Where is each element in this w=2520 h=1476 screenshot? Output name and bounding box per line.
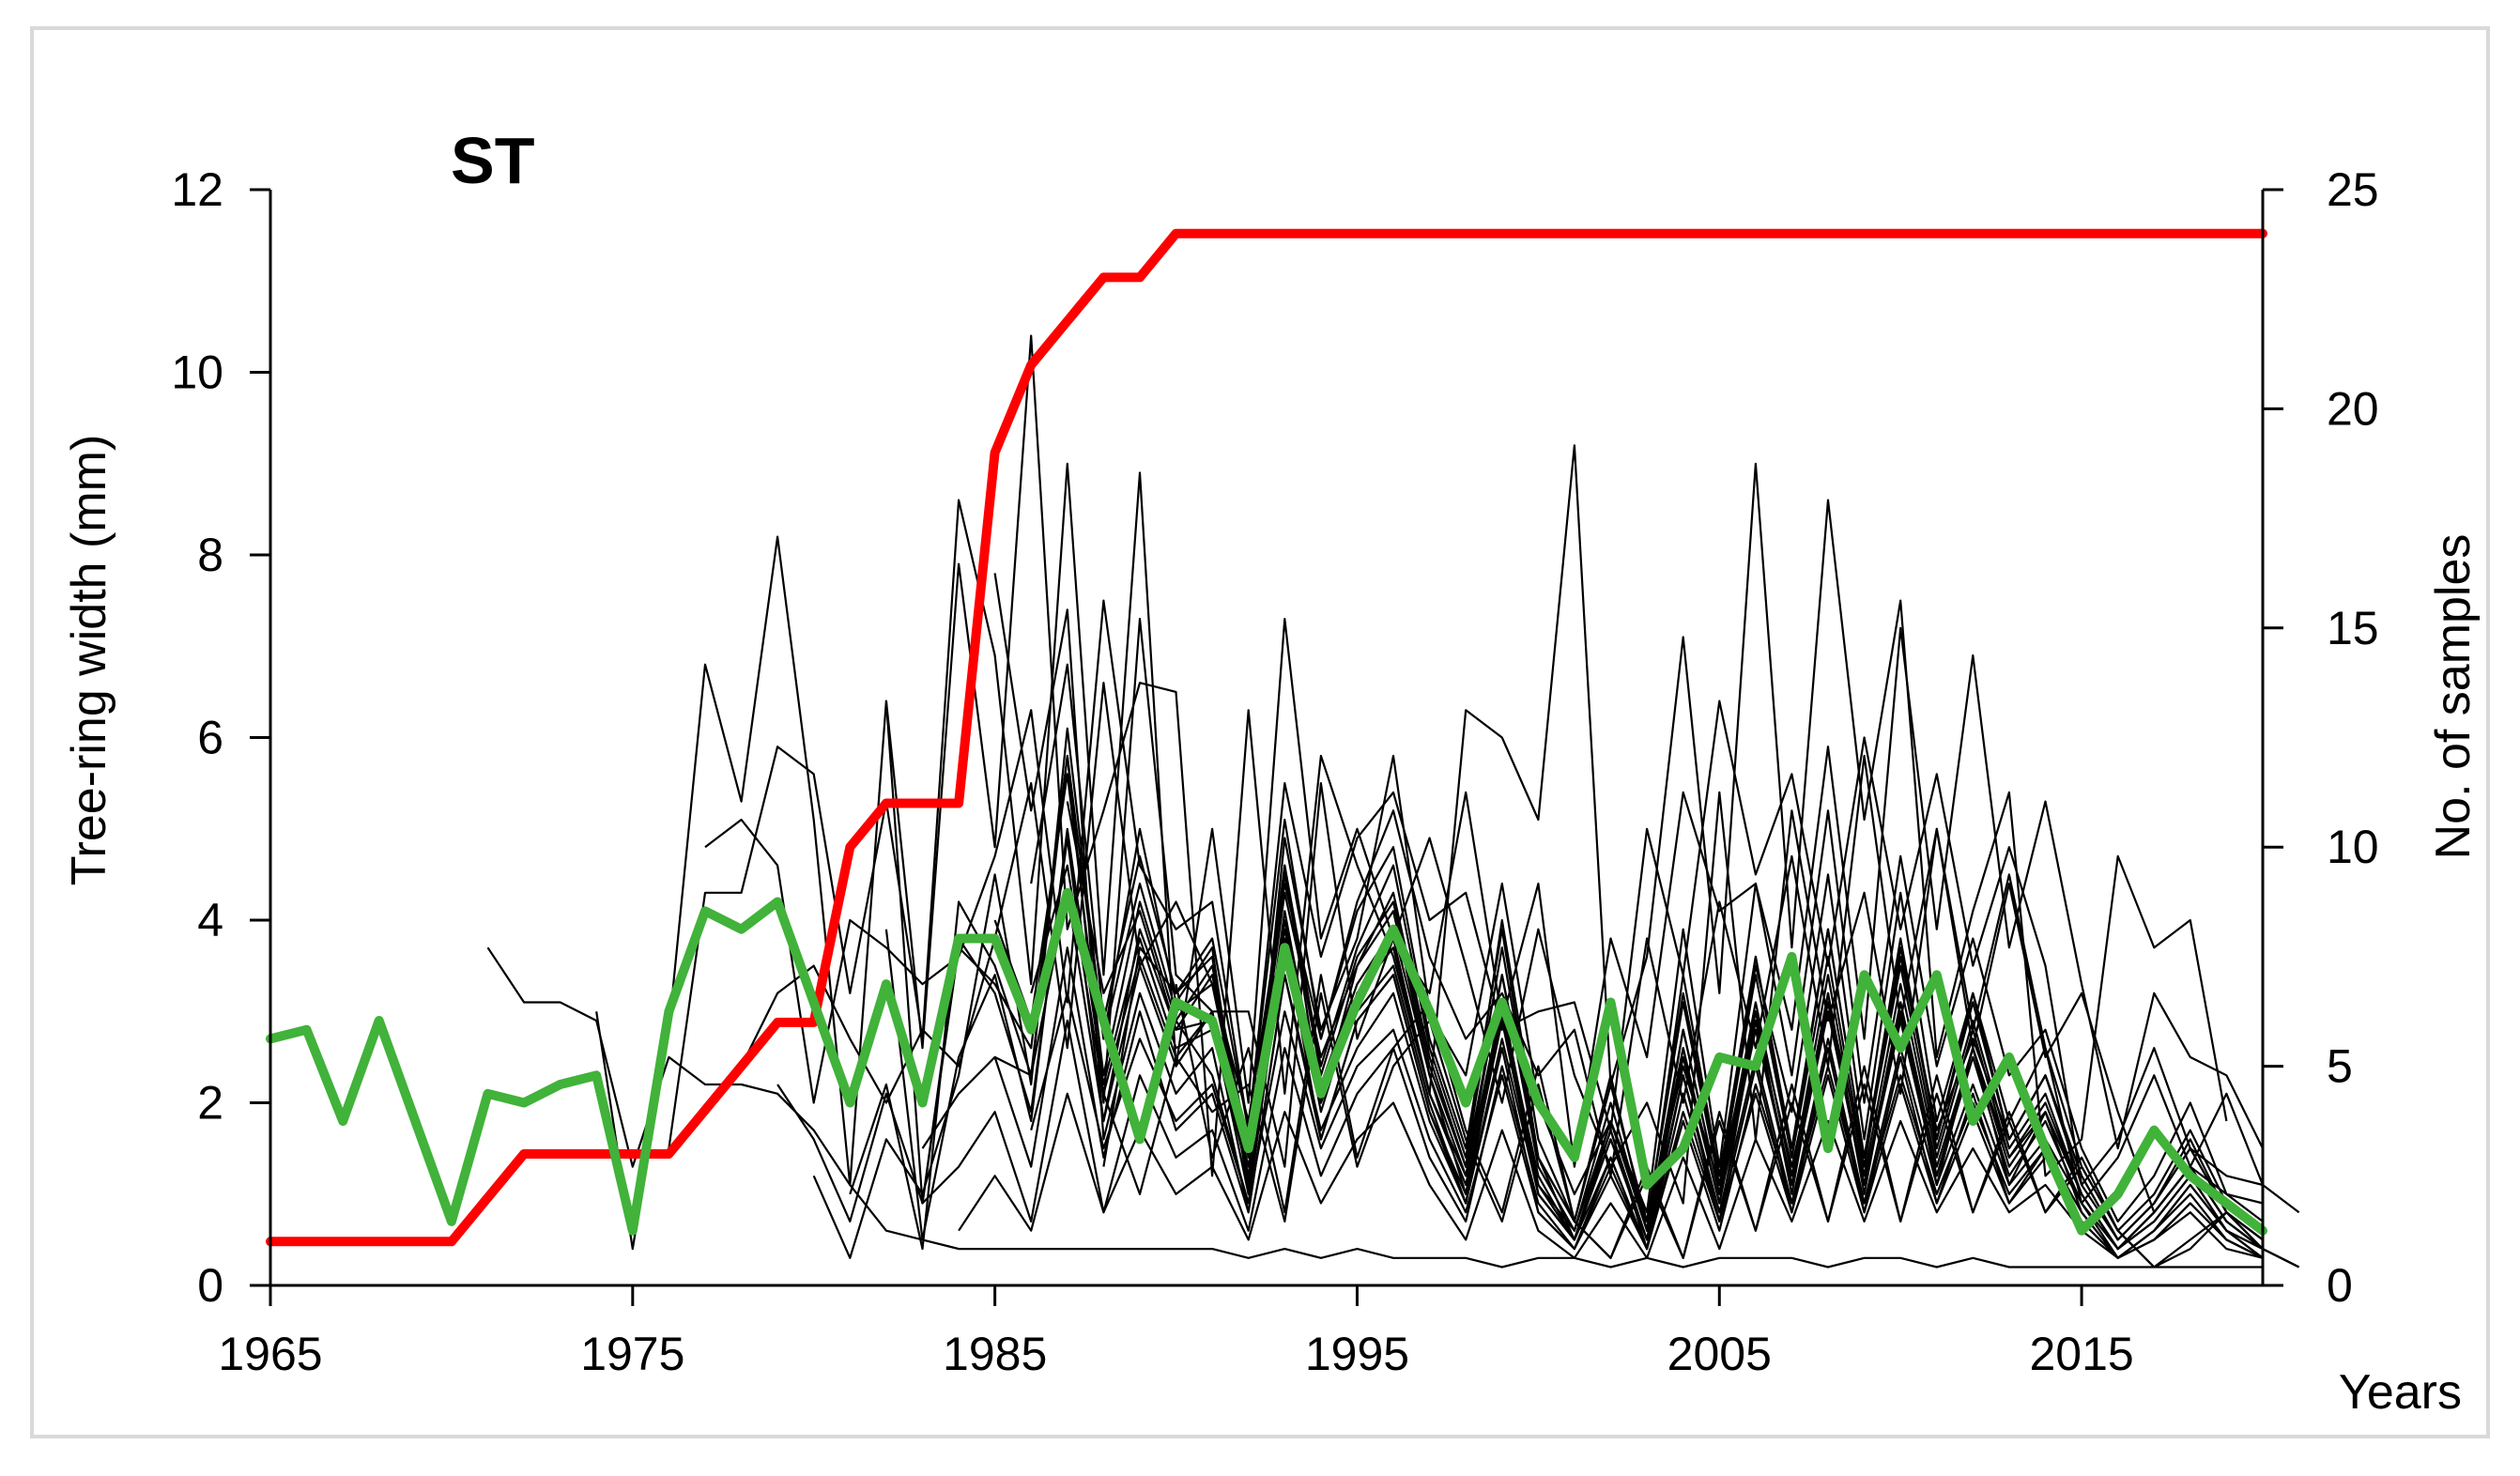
left-y-tick-label: 2	[197, 1077, 223, 1130]
x-tick-label: 1975	[580, 1328, 684, 1380]
individual-series-line-20	[1066, 801, 2264, 1251]
right-axis-title: No. of samples	[2426, 534, 2481, 860]
x-axis-title: Years	[2339, 1365, 2462, 1420]
x-tick-label: 1995	[1305, 1328, 1409, 1380]
individual-series-line-3	[668, 462, 2264, 1168]
individual-series-line-1	[486, 946, 2263, 1268]
sample-depth-group	[266, 228, 2267, 1247]
right-y-tick-label: 15	[2327, 602, 2379, 654]
left-y-tick-label: 6	[197, 712, 223, 764]
right-y-tick-label: 10	[2327, 821, 2379, 873]
right-y-tick-label: 0	[2327, 1259, 2353, 1312]
chart-border	[30, 26, 2490, 1438]
mean-series-group	[266, 887, 2267, 1236]
right-y-tick-label: 25	[2327, 163, 2379, 216]
x-tick-label: 1965	[218, 1328, 322, 1380]
right-y-tick-label: 5	[2327, 1040, 2353, 1093]
left-axis-title: Tree-ring width (mm)	[62, 435, 116, 886]
x-tick-label: 2005	[1667, 1328, 1772, 1380]
left-y-tick-label: 8	[197, 529, 223, 581]
x-tick-label: 2015	[2029, 1328, 2133, 1380]
left-y-tick-label: 4	[197, 894, 223, 946]
x-tick-label: 1985	[943, 1328, 1047, 1380]
individual-series-line-21	[1102, 864, 2264, 1259]
right-y-tick-label: 20	[2327, 382, 2379, 435]
individual-series-line-22	[1102, 992, 2300, 1268]
left-y-tick-label: 12	[171, 163, 223, 216]
left-y-tick-label: 10	[171, 346, 223, 399]
ticks-group: 0 2 4 6 8 10 12 0 5 10 15 20 25 1965 1975 1985 1995 2005 2…	[171, 163, 2378, 1380]
individual-series-line-6	[776, 618, 2300, 1222]
individual-series-line-19	[1030, 663, 2264, 1241]
individual-series-line-13	[958, 1092, 2264, 1259]
panel-title: ST	[451, 124, 534, 197]
mean-chronology-line	[266, 887, 2267, 1236]
individual-series-line-24	[1175, 974, 2300, 1268]
sample-depth-line	[266, 228, 2267, 1247]
left-y-tick-label: 0	[197, 1259, 223, 1312]
